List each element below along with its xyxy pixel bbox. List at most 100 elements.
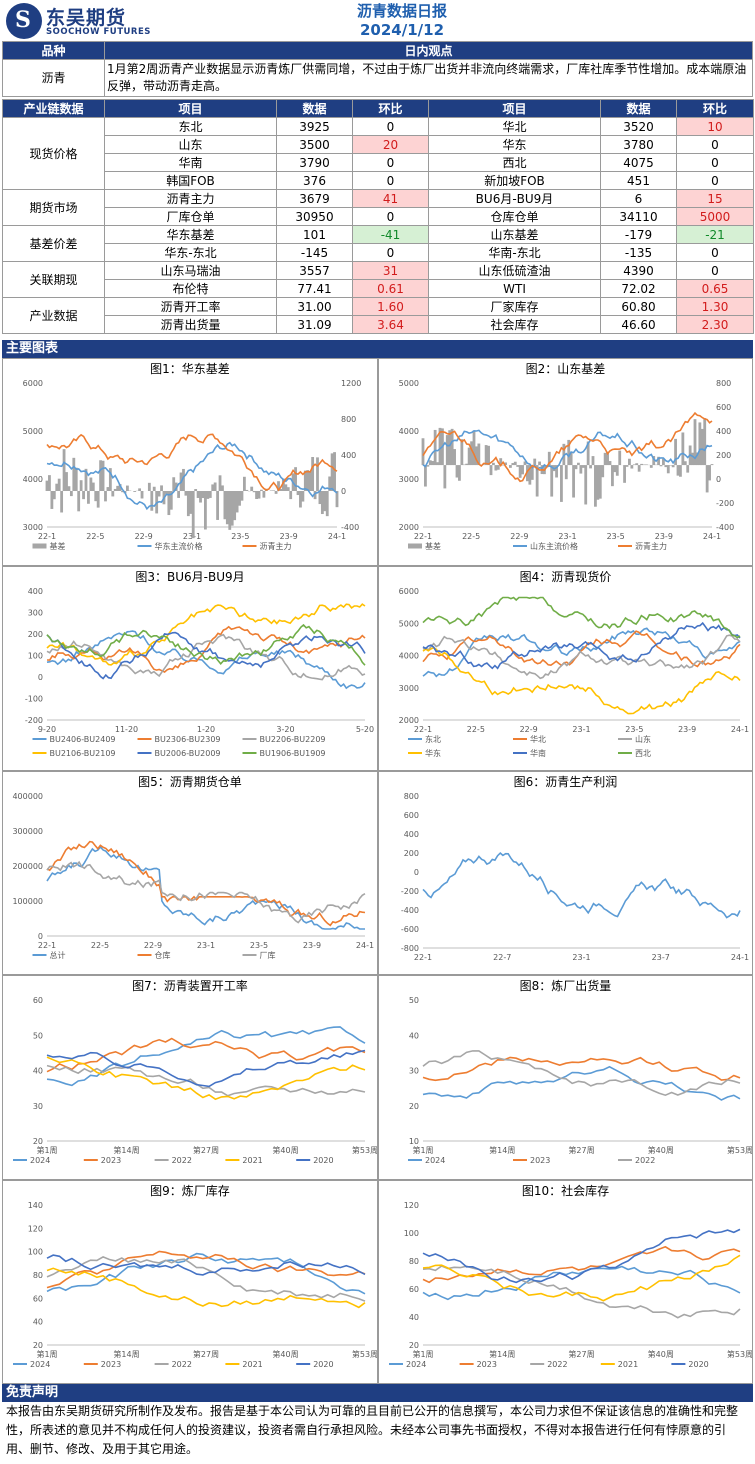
series-line xyxy=(46,840,366,927)
series-line xyxy=(46,1026,366,1087)
x-tick-label: 第27周 xyxy=(193,1349,219,1359)
x-tick-label: 23-1 xyxy=(558,532,576,541)
data-row: 基差价差 华东基差 101 -41 山东基差 -179 -21 xyxy=(2,225,754,262)
data-header-cell: 项目 xyxy=(428,99,601,118)
change-cell: 0 xyxy=(352,207,429,226)
legend-label: 西北 xyxy=(635,749,651,758)
legend-label: 总计 xyxy=(50,950,66,960)
disclaimer-text: 本报告由东吴期货研究所制作及发布。报告是基于本公司认为可靠的且目前已公开的信息撰… xyxy=(6,1404,739,1456)
chart-4: 图4：沥青现货价 6000 5000 4000 3000 2000 22-1 22-5 22-9… xyxy=(378,566,753,771)
x-tick-label: 第40周 xyxy=(648,1349,674,1359)
x-tick-label: 23-9 xyxy=(280,532,298,541)
change-cell: 0 xyxy=(352,153,429,172)
legend-label: BU1906-BU1909 xyxy=(260,749,326,758)
value-cell: 376 xyxy=(276,171,353,190)
legend-label: 2024 xyxy=(30,1360,50,1369)
y-tick-label: -400 xyxy=(401,906,419,915)
item-cell: 华南 xyxy=(104,153,277,172)
x-tick-label: 22-5 xyxy=(86,532,104,541)
y-tick-label: 200 xyxy=(404,849,419,858)
legend-label: 基差 xyxy=(50,541,66,551)
series-line xyxy=(46,603,366,666)
series-line xyxy=(46,1254,366,1276)
company-logo: S 东吴期货 SOOCHOW FUTURES xyxy=(6,3,162,39)
y-tick-label: 300 xyxy=(28,609,43,618)
item-cell: 华东基差 xyxy=(104,225,277,244)
y-tick-label: 2000 xyxy=(399,716,419,725)
change-cell: 10 xyxy=(676,117,754,136)
y-tick-label: 5000 xyxy=(399,379,419,388)
y-tick-label: 3000 xyxy=(23,523,43,532)
y2-tick-label: 800 xyxy=(341,415,356,424)
x-tick-label: 22-9 xyxy=(144,941,162,950)
summary-col-product: 品种 xyxy=(2,41,105,60)
x-tick-label: 第40周 xyxy=(272,1349,298,1359)
y-tick-label: 120 xyxy=(28,1224,43,1233)
x-tick-label: 第14周 xyxy=(489,1349,515,1359)
item-cell: 东北 xyxy=(104,117,277,136)
x-tick-label: 第27周 xyxy=(193,1145,219,1155)
item-cell: 沥青主力 xyxy=(104,189,277,208)
series-line xyxy=(46,1064,366,1097)
x-tick-label: 22-9 xyxy=(510,532,528,541)
y-tick-label: -800 xyxy=(401,944,419,953)
y-tick-label: 20 xyxy=(409,1102,419,1111)
x-tick-label: 第14周 xyxy=(489,1145,515,1155)
legend-label: BU2306-BU2309 xyxy=(155,735,221,744)
series-line xyxy=(46,1056,366,1101)
legend-label: 华东 xyxy=(425,748,441,758)
x-tick-label: 第1周 xyxy=(36,1145,57,1155)
chart-svg: 400 300 200 100 0 -100 -2009-20 11-20 1-20 3-20 5-… xyxy=(25,587,374,758)
x-tick-label: 24-1 xyxy=(703,532,721,541)
value-cell: -179 xyxy=(600,225,677,244)
x-tick-label: 22-1 xyxy=(414,725,432,734)
series-line xyxy=(422,1056,741,1082)
data-row: 关联期现 山东马瑞油 3557 31 山东低硫渣油 4390 0 xyxy=(2,261,754,298)
y-tick-label: 0 xyxy=(38,673,43,682)
charts-section-bar: 主要图表 xyxy=(2,340,753,358)
x-tick-label: 22-1 xyxy=(414,532,432,541)
value-cell: 6 xyxy=(600,189,677,208)
series-line xyxy=(46,1267,366,1309)
group-label: 产业数据 xyxy=(2,297,105,334)
x-tick-label: 23-5 xyxy=(231,532,249,541)
legend-label: 2022 xyxy=(172,1360,192,1369)
report-header: S 东吴期货 SOOCHOW FUTURES 沥青数据日报 2024/1/12 xyxy=(2,0,753,41)
x-tick-label: 第1周 xyxy=(412,1349,433,1359)
x-tick-label: 1-20 xyxy=(197,725,215,734)
y-tick-label: 60 xyxy=(33,1294,43,1303)
series-line xyxy=(46,630,366,690)
change-cell: 2.30 xyxy=(676,315,754,334)
legend-label: 华北 xyxy=(530,734,546,744)
change-cell: -41 xyxy=(352,225,429,244)
change-cell: 0 xyxy=(676,243,754,262)
legend-label: 2021 xyxy=(242,1156,262,1165)
x-tick-label: 第53周 xyxy=(352,1349,377,1359)
item-cell: 厂库仓单 xyxy=(104,207,277,226)
x-tick-label: 第27周 xyxy=(568,1349,594,1359)
y-tick-label: 10 xyxy=(409,1137,419,1146)
y-tick-label: 3000 xyxy=(399,684,419,693)
y-tick-label: 30 xyxy=(33,1102,43,1111)
item-cell: 山东基差 xyxy=(428,225,601,244)
chart-10: 图10：社会库存 120 100 80 60 40 20 第1周 第14周 第27周 第40周 第53… xyxy=(378,1180,753,1384)
data-row: 沥青出货量 31.09 3.64 社会库存 46.60 2.30 xyxy=(3,315,754,334)
legend-label: 厂库 xyxy=(260,950,276,960)
change-cell: 0.61 xyxy=(352,279,429,298)
change-cell: 3.64 xyxy=(352,315,429,334)
change-cell: 20 xyxy=(352,135,429,154)
legend-label: 2020 xyxy=(313,1360,333,1369)
x-tick-label: 22-9 xyxy=(520,725,538,734)
y-tick-label: 60 xyxy=(409,1285,419,1294)
data-header-cell: 产业链数据 xyxy=(2,99,105,118)
group-label: 现货价格 xyxy=(2,117,105,190)
x-tick-label: 23-9 xyxy=(655,532,673,541)
y-tick-label: 100 xyxy=(28,652,43,661)
disclaimer-section-bar: 免责声明 xyxy=(2,1384,753,1402)
y-tick-label: -200 xyxy=(25,716,43,725)
value-cell: 4390 xyxy=(600,261,677,280)
y2-tick-label: -200 xyxy=(716,499,734,508)
